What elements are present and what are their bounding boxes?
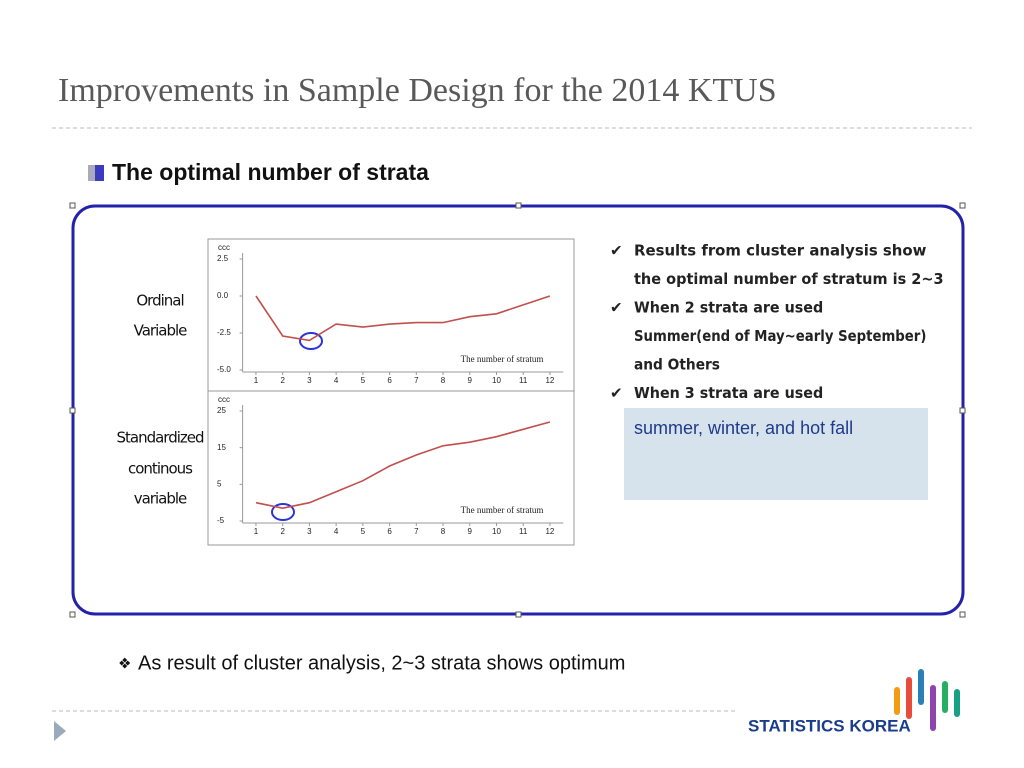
row-label: continous — [128, 460, 193, 478]
bullet-text: and Others — [634, 356, 720, 374]
bullet-text: the optimal number of stratum is 2~3 — [634, 270, 944, 288]
x-tick-label: 4 — [334, 527, 339, 536]
y-tick-label: -5 — [217, 516, 225, 525]
slide-title: Improvements in Sample Design for the 20… — [58, 72, 777, 109]
row-label: Standardized — [116, 429, 204, 447]
x-tick-label: 11 — [519, 376, 528, 385]
x-tick-label: 2 — [280, 376, 285, 385]
x-tick-label: 10 — [492, 527, 501, 536]
selection-handles — [69, 202, 966, 618]
x-tick-label: 2 — [280, 527, 285, 536]
x-tick-label: 12 — [545, 376, 554, 385]
x-tick-label: 1 — [254, 527, 259, 536]
x-tick-label: 10 — [492, 376, 501, 385]
data-line — [255, 295, 551, 342]
y-tick-label: 5 — [217, 479, 222, 488]
nav-arrow[interactable] — [54, 721, 66, 741]
row-label: Variable — [134, 322, 188, 340]
data-line — [255, 421, 551, 510]
bullet-check: ✔ — [610, 242, 623, 260]
x-tick-label: 7 — [414, 527, 419, 536]
bullet-text: When 2 strata are used — [634, 299, 823, 317]
bullet-text: When 3 strata are used — [634, 384, 823, 402]
row-label: variable — [134, 490, 187, 508]
x-tick-label: 5 — [361, 376, 366, 385]
bullet-text: Summer(end of May~early September) — [634, 327, 926, 345]
x-tick-label: 12 — [545, 527, 554, 536]
highlight-circle — [299, 332, 323, 350]
x-tick-label: 3 — [307, 376, 312, 385]
footer-icon: ❖ — [118, 655, 131, 673]
bullet-check: ✔ — [610, 384, 623, 402]
x-tick-label: 1 — [254, 376, 259, 385]
logo-text: STATISTICS KOREA — [748, 716, 911, 735]
chart-box — [207, 390, 575, 546]
y-tick-label: 15 — [217, 443, 226, 452]
heading-icon-shade — [88, 165, 95, 181]
x-tick-label: 6 — [387, 376, 392, 385]
y-axis-label: ccc — [218, 395, 230, 404]
x-tick-label: 8 — [441, 376, 446, 385]
y-tick-label: 0.0 — [217, 291, 229, 300]
y-tick-label: 2.5 — [217, 254, 229, 263]
logo-bars — [894, 669, 960, 731]
x-tick-label: 8 — [441, 527, 446, 536]
bullet-text: Results from cluster analysis show — [634, 242, 927, 260]
chart-annotation: The number of stratum — [461, 354, 544, 364]
highlight-circle — [271, 503, 295, 521]
x-tick-label: 9 — [468, 527, 473, 536]
heading: The optimal number of strata — [112, 159, 429, 185]
y-tick-label: -2.5 — [217, 328, 231, 337]
x-tick-label: 9 — [468, 376, 473, 385]
x-tick-label: 5 — [361, 527, 366, 536]
y-tick-label: -5.0 — [217, 365, 231, 374]
footer-note: As result of cluster analysis, 2~3 strat… — [138, 652, 625, 674]
chart-box — [207, 238, 575, 392]
y-tick-label: 25 — [217, 406, 226, 415]
x-tick-label: 3 — [307, 527, 312, 536]
answer-text: summer, winter, and hot fall — [634, 418, 853, 438]
x-tick-label: 6 — [387, 527, 392, 536]
x-tick-label: 11 — [519, 527, 528, 536]
row-label: Ordinal — [136, 292, 183, 310]
x-tick-label: 4 — [334, 376, 339, 385]
y-axis-label: ccc — [218, 243, 230, 252]
x-tick-label: 7 — [414, 376, 419, 385]
chart-annotation: The number of stratum — [461, 505, 544, 515]
bullet-check: ✔ — [610, 299, 623, 317]
answer-box — [624, 408, 928, 500]
